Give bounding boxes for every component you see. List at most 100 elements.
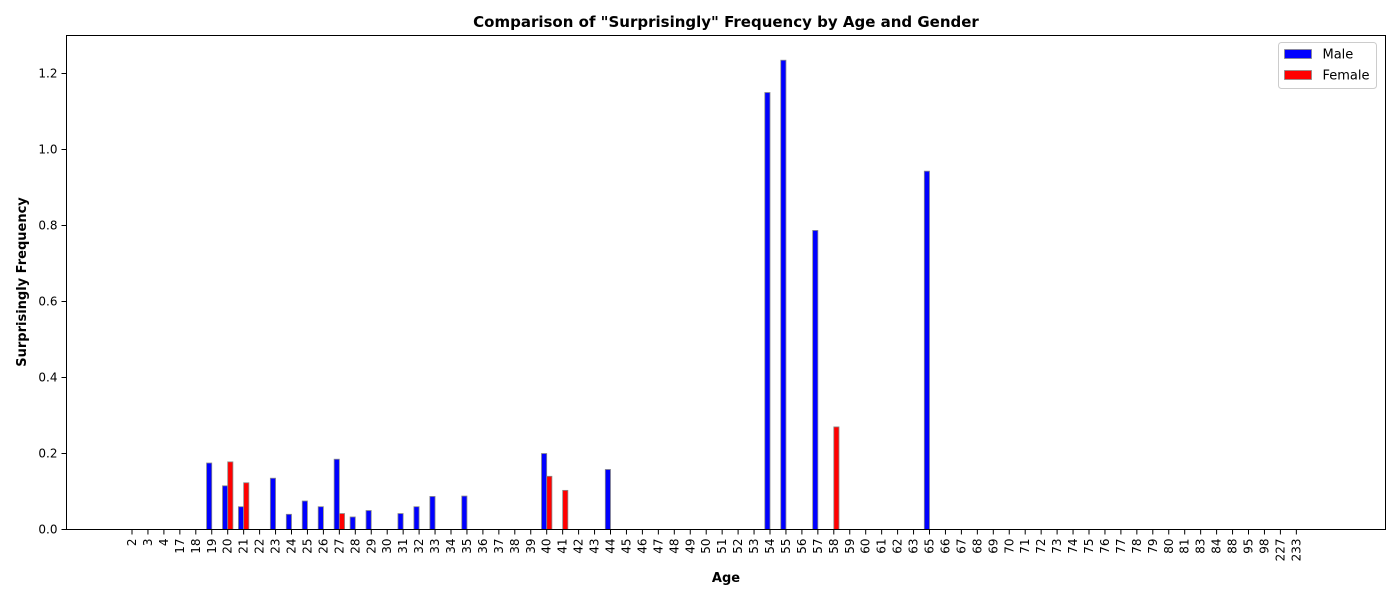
bar-male (349, 516, 356, 530)
x-tick-label: 68 (970, 539, 984, 554)
x-tick-label: 2 (125, 539, 139, 547)
legend-label-male: Male (1323, 48, 1354, 63)
bar-male (780, 59, 787, 530)
bar-male (413, 506, 420, 530)
x-tick-label: 98 (1257, 539, 1271, 554)
x-tick-label: 69 (986, 539, 1000, 554)
x-tick-label: 70 (1002, 539, 1016, 554)
x-tick-label: 20 (221, 539, 235, 554)
plot-frame (66, 35, 1386, 530)
x-tick-label: 95 (1242, 539, 1256, 554)
y-tick-label: 1.0 (38, 143, 57, 157)
bar-male (397, 513, 404, 530)
x-tick-label: 71 (1018, 539, 1032, 554)
x-tick-label: 38 (508, 539, 522, 554)
x-tick-label: 73 (1050, 539, 1064, 554)
x-tick-label: 53 (747, 539, 761, 554)
x-tick-label: 81 (1178, 539, 1192, 554)
bar-male (923, 170, 930, 530)
bar-male (604, 469, 611, 530)
bar-male (222, 485, 229, 530)
x-tick-label: 37 (492, 539, 506, 554)
y-tick-label: 0.2 (38, 447, 57, 461)
x-tick-label: 48 (667, 539, 681, 554)
bar-male (812, 230, 819, 530)
x-tick-label: 61 (875, 539, 889, 554)
x-tick-label: 67 (954, 539, 968, 554)
chart-title: Comparison of "Surprisingly" Frequency b… (473, 13, 979, 31)
x-tick-label: 36 (476, 539, 490, 554)
bar-male (429, 496, 436, 530)
x-tick-label: 72 (1034, 539, 1048, 554)
legend-swatch-male (1284, 49, 1312, 59)
x-tick-label: 63 (907, 539, 921, 554)
bar-male (301, 500, 308, 530)
bar-male (333, 458, 340, 530)
x-tick-label: 25 (300, 539, 314, 554)
y-tick-label: 0.6 (38, 295, 57, 309)
x-tick-label: 40 (540, 539, 554, 554)
x-tick-label: 33 (428, 539, 442, 554)
x-tick-label: 21 (237, 539, 251, 554)
bar-male (365, 510, 372, 530)
x-tick-label: 88 (1226, 539, 1240, 554)
bar-male (541, 453, 548, 530)
y-tick-label: 0.0 (38, 523, 57, 537)
x-tick-label: 62 (891, 539, 905, 554)
bar-female (562, 489, 569, 530)
x-tick-label: 28 (348, 539, 362, 554)
x-tick-label: 4 (157, 539, 171, 547)
x-tick-label: 41 (556, 539, 570, 554)
legend-label-female: Female (1323, 69, 1370, 84)
x-tick-label: 79 (1146, 539, 1160, 554)
x-tick-label: 3 (141, 539, 155, 547)
x-tick-label: 65 (923, 539, 937, 554)
x-tick-label: 50 (699, 539, 713, 554)
x-tick-label: 27 (332, 539, 346, 554)
y-tick-label: 1.2 (38, 67, 57, 81)
x-tick-label: 78 (1130, 539, 1144, 554)
x-tick-label: 34 (444, 539, 458, 554)
bar-female (243, 482, 250, 530)
x-tick-label: 60 (859, 539, 873, 554)
y-axis-label: Surprisingly Frequency (15, 197, 30, 367)
x-tick-label: 17 (173, 539, 187, 554)
x-tick-label: 80 (1162, 539, 1176, 554)
x-tick-label: 74 (1066, 539, 1080, 554)
x-tick-label: 84 (1210, 539, 1224, 554)
x-tick-label: 29 (364, 539, 378, 554)
x-tick-label: 46 (635, 539, 649, 554)
x-axis-label: Age (712, 571, 740, 586)
bar-male (238, 506, 245, 530)
x-tick-label: 76 (1098, 539, 1112, 554)
y-tick-label: 0.8 (38, 219, 57, 233)
bar-female (546, 475, 553, 530)
x-tick-label: 18 (189, 539, 203, 554)
x-tick-label: 23 (269, 539, 283, 554)
bar-male (317, 506, 324, 530)
x-tick-label: 227 (1273, 539, 1287, 562)
bar-male (269, 477, 276, 530)
x-tick-label: 47 (651, 539, 665, 554)
bar-female (338, 513, 345, 530)
x-tick-label: 55 (779, 539, 793, 554)
x-tick-label: 30 (380, 539, 394, 554)
x-tick-label: 57 (811, 539, 825, 554)
x-tick-label: 24 (285, 539, 299, 554)
legend: Male Female (1278, 42, 1377, 89)
x-tick-label: 43 (588, 539, 602, 554)
x-tick-label: 44 (604, 539, 618, 554)
bar-male (764, 92, 771, 530)
x-tick-label: 58 (827, 539, 841, 554)
x-tick-label: 77 (1114, 539, 1128, 554)
x-tick-label: 32 (412, 539, 426, 554)
x-tick-label: 26 (316, 539, 330, 554)
x-tick-label: 54 (763, 539, 777, 554)
x-tick-label: 39 (524, 539, 538, 554)
x-tick-label: 233 (1289, 539, 1303, 562)
bar-female (227, 461, 234, 530)
bar-male (285, 513, 292, 530)
x-tick-label: 75 (1082, 539, 1096, 554)
x-tick-label: 56 (795, 539, 809, 554)
